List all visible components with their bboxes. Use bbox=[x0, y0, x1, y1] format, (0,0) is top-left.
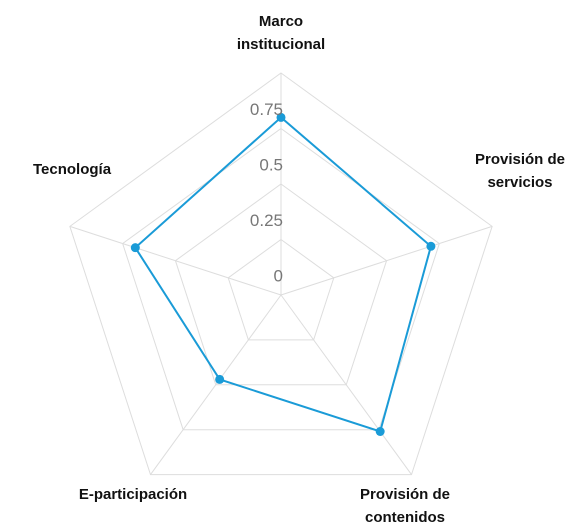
label-line: contenidos bbox=[365, 509, 445, 523]
tick-label: 0.75 bbox=[250, 100, 283, 119]
category-label: Provisión de contenidos bbox=[360, 486, 450, 523]
category-label: Provisión de servicios bbox=[475, 151, 565, 191]
radar-point bbox=[426, 241, 436, 251]
tick-label: 0 bbox=[274, 266, 283, 285]
grid-ring bbox=[122, 127, 440, 431]
grid-ring bbox=[227, 238, 335, 341]
label-line: servicios bbox=[487, 174, 552, 191]
label-line: institucional bbox=[237, 36, 325, 53]
label-line: Provisión de bbox=[475, 151, 565, 168]
radar-point bbox=[130, 243, 140, 253]
category-label: E-participación bbox=[79, 486, 187, 503]
radar-line bbox=[134, 116, 433, 433]
radar-point bbox=[215, 374, 225, 384]
category-label: Marco institucional bbox=[237, 13, 325, 53]
tick-label: 0.5 bbox=[259, 155, 283, 174]
outer-ring bbox=[69, 72, 493, 476]
radar-point bbox=[375, 426, 385, 436]
tick-label: 0.25 bbox=[250, 211, 283, 230]
label-line: Marco bbox=[259, 13, 303, 30]
label-line: Provisión de bbox=[360, 486, 450, 503]
grid-ring bbox=[174, 183, 388, 386]
category-label: Tecnología bbox=[33, 161, 112, 178]
radar-point bbox=[276, 112, 286, 122]
